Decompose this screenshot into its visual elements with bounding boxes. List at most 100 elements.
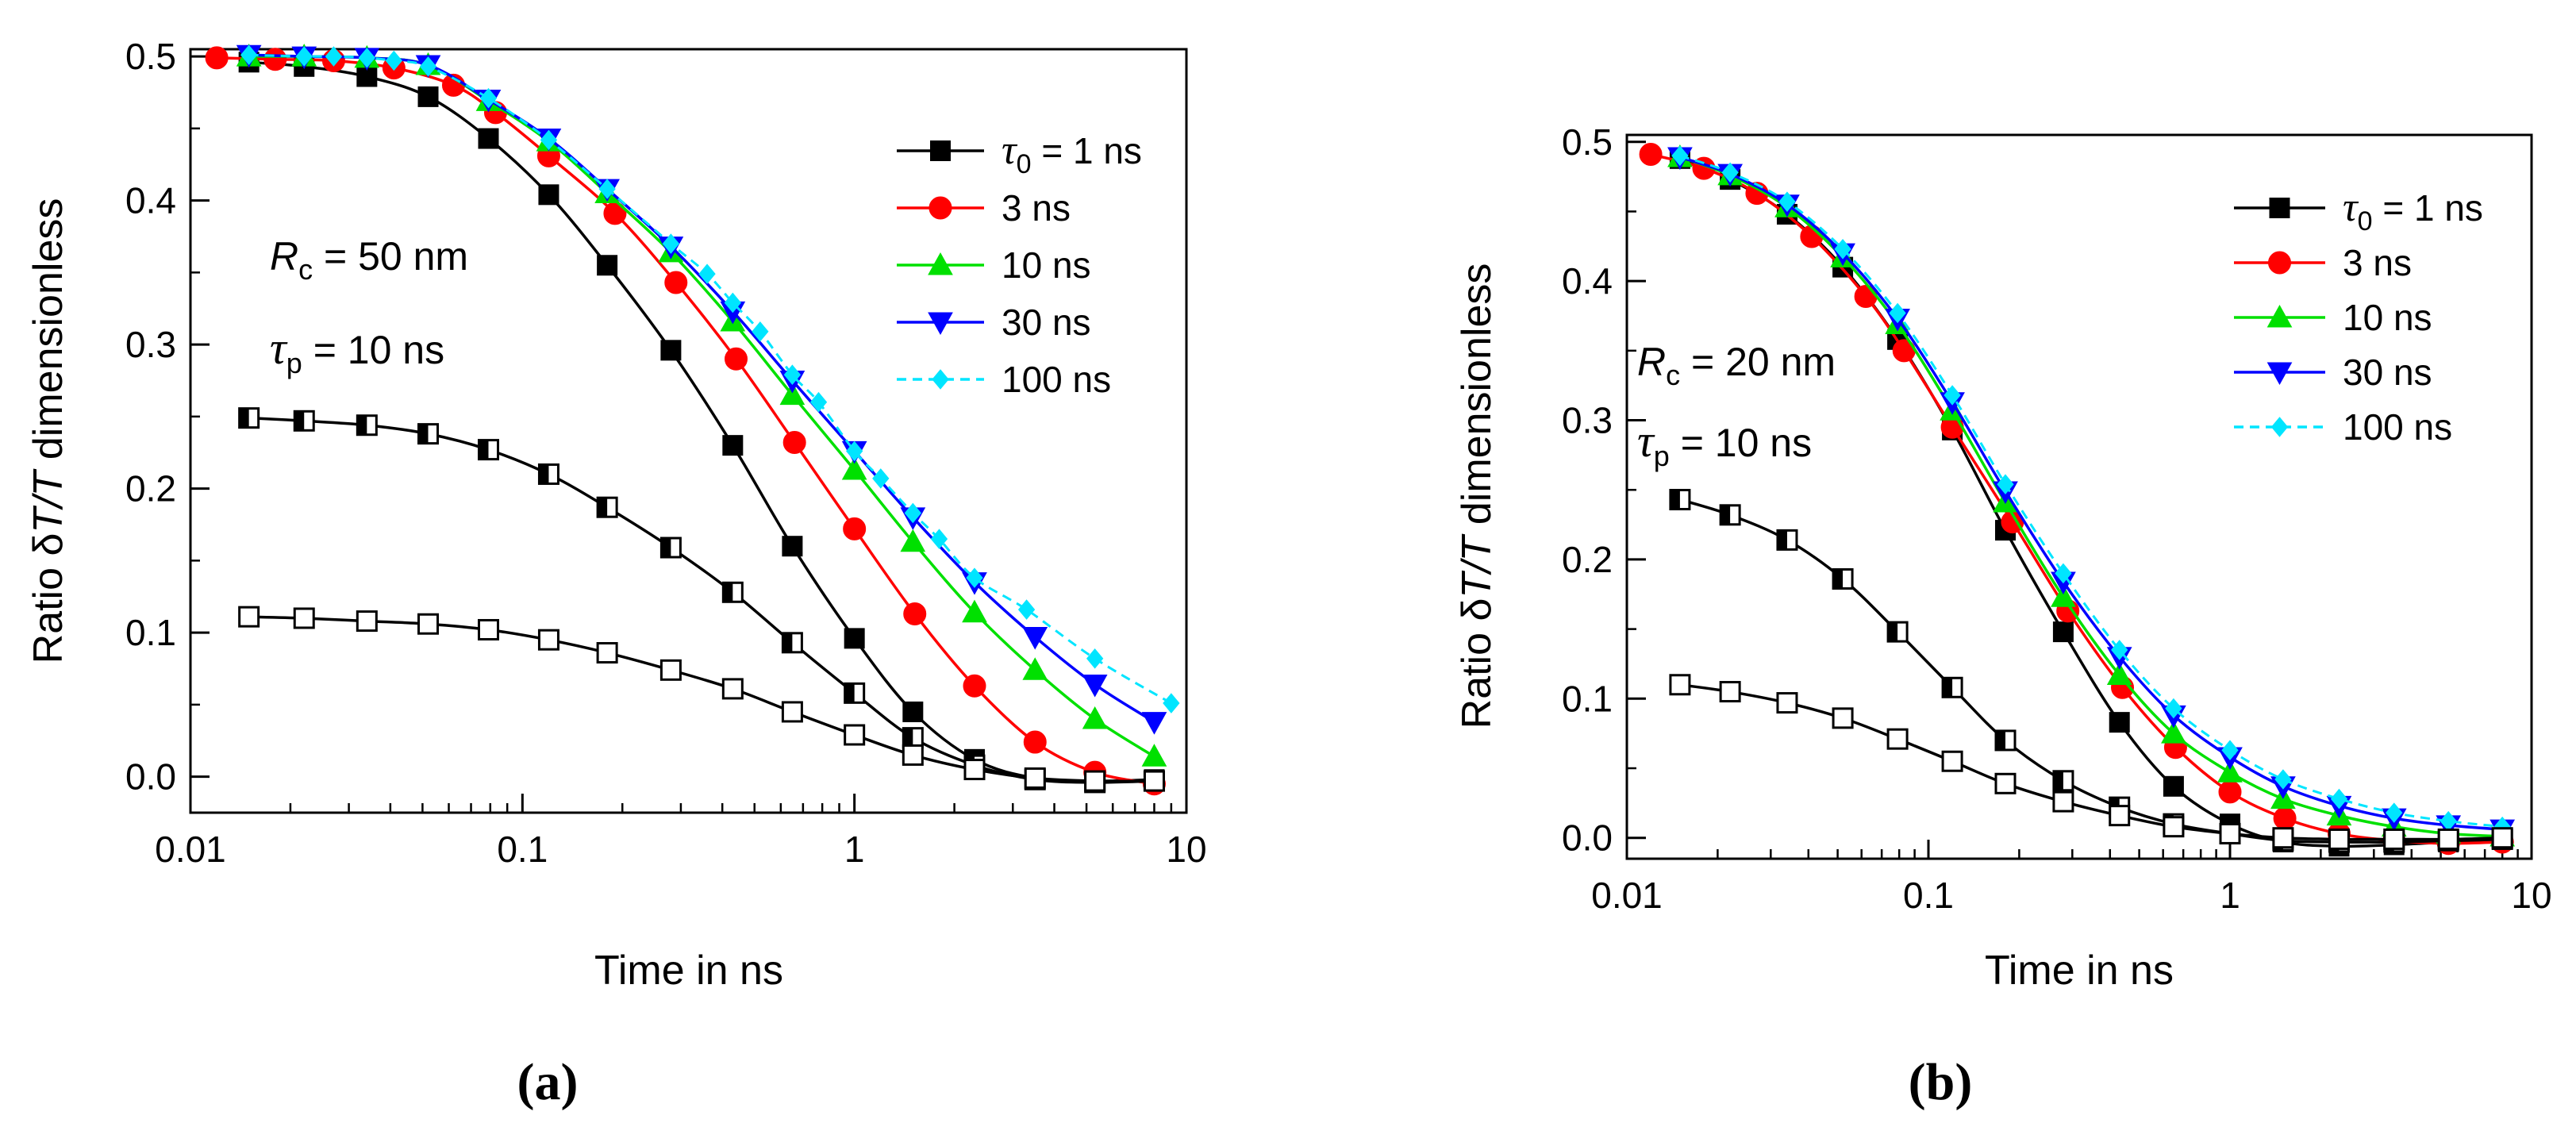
data-point (417, 86, 439, 107)
legend-marker (2266, 304, 2293, 328)
data-point (1143, 770, 1165, 792)
data-point (872, 468, 890, 489)
data-point (844, 682, 866, 704)
data-point (2052, 621, 2074, 643)
data-point (540, 129, 558, 151)
panel-a-chart: 0.01 0.1 1 10 0.0 0.1 0.2 0.3 0.4 0.5 Time in ns Ra… (25, 36, 1207, 1111)
y-tick-label: 0.2 (1562, 539, 1613, 580)
data-point (2052, 770, 2074, 792)
legend-item: 3 ns (2234, 242, 2412, 283)
y-tick-label: 0.3 (1562, 400, 1613, 441)
y-title-part: Ratio δ (1454, 598, 1500, 729)
series-group (1639, 143, 2516, 857)
data-point (537, 463, 559, 485)
y-title-part: dimensionless (25, 198, 71, 471)
data-point (1834, 239, 1851, 260)
data-point (479, 87, 498, 109)
annotation-subscript: c (1666, 359, 1680, 391)
data-point (238, 606, 260, 628)
x-axis: 0.01 0.1 1 10 (1591, 840, 2552, 916)
data-point (966, 567, 983, 588)
legend-symbol: τ (1002, 128, 1018, 173)
data-point (2161, 721, 2186, 744)
data-point (1886, 621, 1909, 643)
data-point (1086, 648, 1104, 669)
data-point (1017, 599, 1036, 620)
data-point (1084, 770, 1106, 792)
data-point (2383, 828, 2405, 850)
legend-text: = 1 ns (2373, 187, 2483, 229)
y-axis-title: Ratio δT/T dimensionless (1454, 263, 1500, 729)
data-point (963, 674, 986, 698)
data-point (2111, 640, 2128, 660)
annotations: Rc = 20 nm τp = 10 ns (1637, 340, 1836, 472)
data-point (240, 44, 258, 66)
legend-item: 10 ns (2234, 297, 2432, 338)
data-point (721, 581, 744, 603)
y-axis-title: Ratio δT/T dimensionless (25, 198, 71, 664)
data-point (356, 610, 378, 633)
data-point (385, 50, 402, 71)
data-point (779, 382, 805, 406)
y-tick-label: 0.4 (125, 180, 176, 221)
data-point (295, 46, 313, 67)
data-point (1776, 692, 1798, 714)
data-point (2330, 788, 2348, 810)
data-point (844, 724, 866, 746)
annotation-subscript: p (1654, 440, 1670, 472)
data-point (752, 321, 769, 342)
data-point (478, 439, 500, 461)
data-point (419, 56, 437, 77)
panel-label: (a) (517, 1053, 579, 1111)
y-tick-label: 0.2 (125, 468, 176, 510)
annotation-text: = 10 ns (1670, 421, 1812, 465)
data-point (1997, 474, 2014, 494)
data-point (1778, 191, 1796, 212)
data-point (2218, 780, 2242, 804)
data-point (2491, 827, 2513, 849)
y-tick-label: 0.0 (125, 756, 176, 798)
data-point (1082, 674, 1108, 698)
data-point (721, 678, 744, 700)
legend-marker (932, 369, 949, 390)
data-point (1022, 627, 1048, 650)
data-point (783, 364, 802, 385)
data-point (1721, 162, 1739, 183)
x-tick-label: 10 (1166, 829, 1206, 870)
legend-item: 100 ns (897, 359, 1111, 400)
data-point (659, 659, 682, 681)
data-point (2165, 698, 2182, 719)
data-point (1994, 772, 2017, 794)
data-point (325, 46, 343, 67)
x-tick-label: 0.1 (1903, 875, 1954, 916)
data-point (846, 440, 863, 462)
legend-label: 100 ns (2343, 406, 2452, 448)
legend-subscript: 0 (2358, 206, 2373, 237)
data-point (2109, 805, 2131, 827)
legend-marker (928, 252, 953, 275)
data-point (1832, 567, 1854, 590)
legend-item: 10 ns (897, 244, 1091, 286)
annotation-text: = 20 nm (1680, 340, 1836, 384)
panel-label: (b) (1909, 1053, 1973, 1111)
data-point (962, 599, 987, 623)
legend-item: 100 ns (2234, 406, 2452, 448)
data-point (1082, 706, 1108, 729)
legend-label: 10 ns (1002, 244, 1091, 286)
data-point (904, 502, 921, 524)
data-point (902, 744, 924, 766)
data-point (1163, 693, 1180, 713)
data-point (417, 423, 440, 445)
data-point (660, 340, 682, 361)
data-point (478, 128, 499, 149)
data-point (2328, 828, 2350, 850)
data-point (1024, 767, 1046, 789)
data-point (2273, 806, 2297, 830)
data-point (2106, 662, 2132, 685)
data-point (659, 537, 682, 559)
panel-b-chart: 0.01 0.1 1 10 0.0 0.1 0.2 0.3 0.4 0.5 Time in ns Ra… (1454, 121, 2552, 1111)
data-point (1941, 750, 1963, 772)
legend-label: τ0 = 1 ns (2343, 185, 2483, 237)
x-tick-label: 0.01 (1591, 875, 1663, 916)
